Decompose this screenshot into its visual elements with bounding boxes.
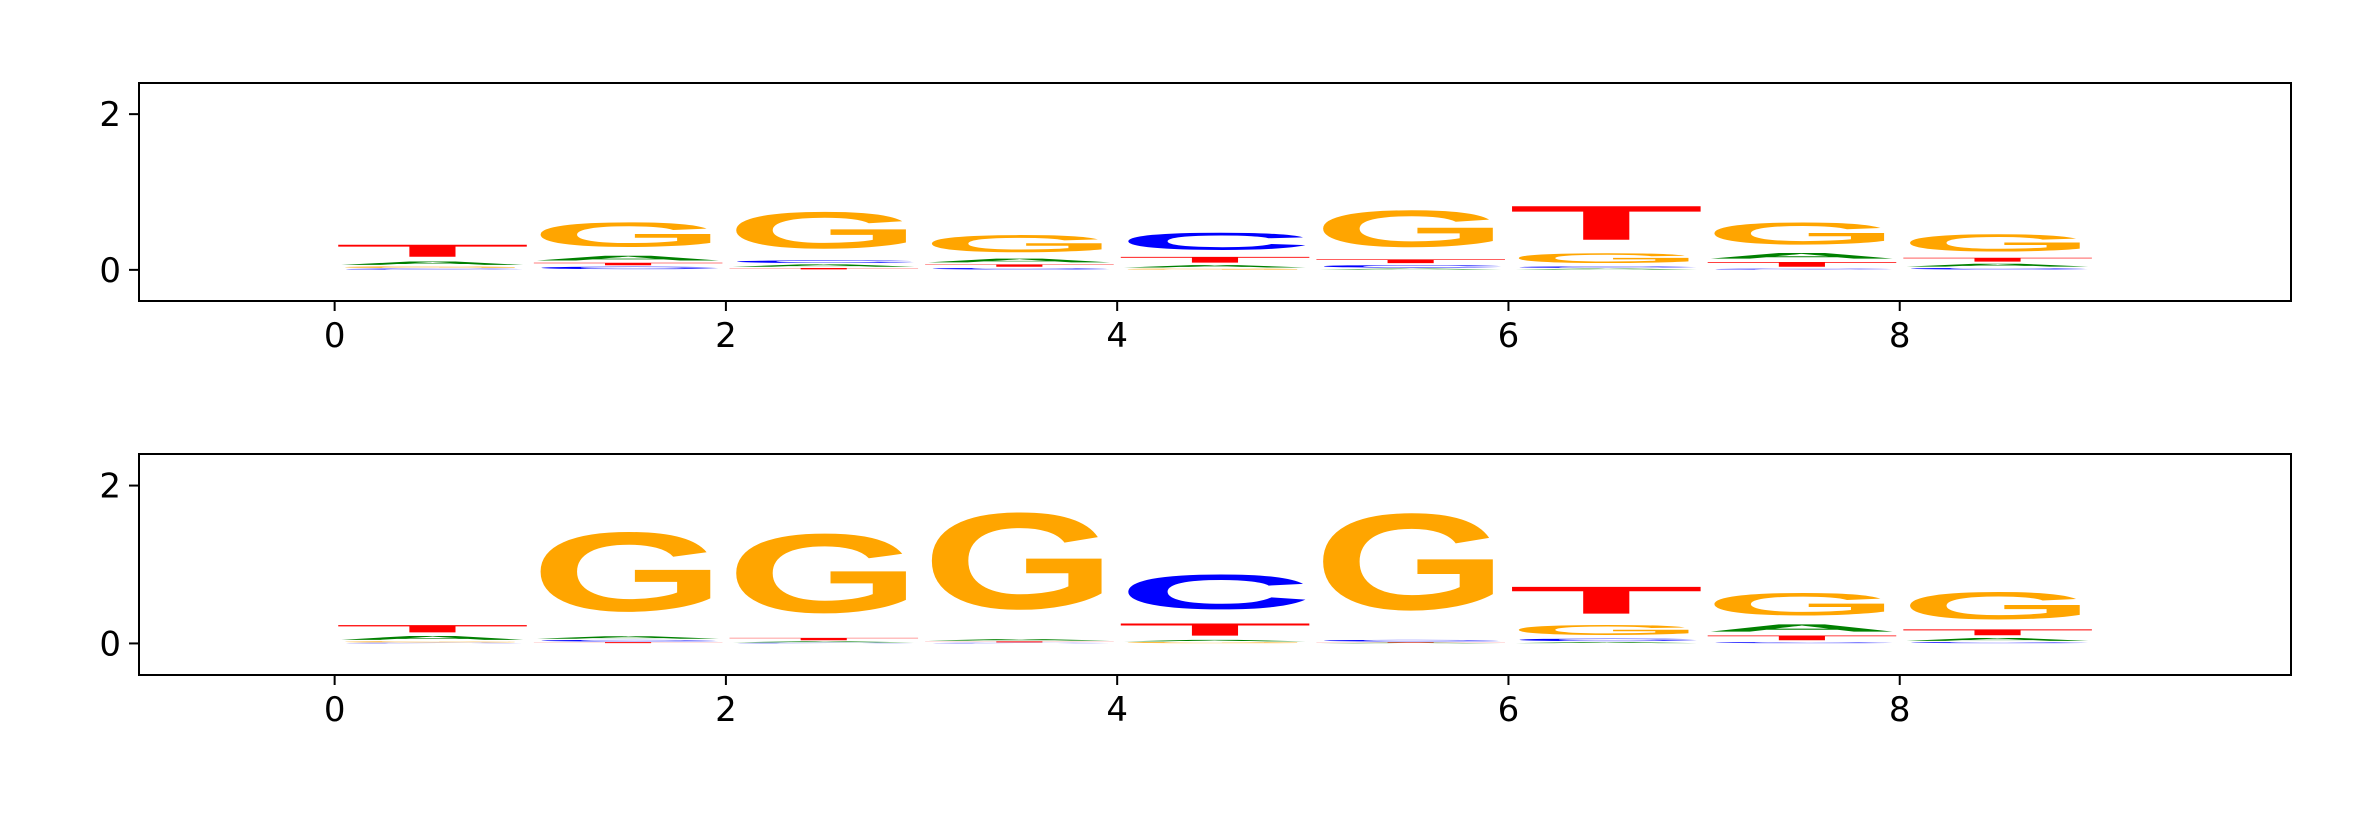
letter-glyph: C xyxy=(335,643,531,644)
letter-glyph: C xyxy=(726,643,922,644)
letter-glyph: A xyxy=(530,254,726,262)
x-tick-label: 2 xyxy=(715,690,737,730)
letter-glyph: C xyxy=(1704,642,1900,644)
x-tick-label: 8 xyxy=(1889,690,1911,730)
letter-glyph: A xyxy=(1704,622,1900,634)
letter-glyph: G xyxy=(726,511,922,637)
letter-glyph: T xyxy=(1117,620,1313,640)
letter-glyph: G xyxy=(1117,642,1313,644)
letter-glyph: C xyxy=(530,266,726,270)
letter-glyph: T xyxy=(335,241,531,260)
letter-glyph: G xyxy=(922,230,1118,257)
letter-glyph: C xyxy=(1508,266,1704,268)
letter-glyph: T xyxy=(1704,634,1900,642)
letter-glyph: T xyxy=(1313,642,1509,643)
letter-glyph: G xyxy=(1508,622,1704,638)
letter-glyph: G xyxy=(1313,200,1509,258)
letter-glyph: G xyxy=(335,641,531,643)
letter-glyph: G xyxy=(530,509,726,635)
letter-glyph: G xyxy=(726,201,922,259)
letter-glyph: C xyxy=(1704,268,1900,270)
letter-glyph: A xyxy=(1313,268,1509,270)
letter-glyph: A xyxy=(922,257,1118,263)
y-tick-label: 0 xyxy=(99,624,121,664)
y-tick-label: 2 xyxy=(99,467,121,507)
letter-glyph: A xyxy=(1508,268,1704,270)
letter-glyph: A xyxy=(922,639,1118,641)
letter-glyph: C xyxy=(1900,642,2096,644)
letter-glyph: T xyxy=(1900,628,2096,637)
letter-glyph: A xyxy=(335,635,531,641)
x-tick-label: 4 xyxy=(1106,690,1128,730)
panel: 0 2 4 6 802CGATCTAGTACGCTAGGATCACTGACGTCTAGC… xyxy=(99,82,2292,356)
letter-glyph: T xyxy=(726,637,922,641)
letter-glyph: C xyxy=(726,260,922,264)
letter-glyph: A xyxy=(1117,264,1313,268)
letter-glyph: A xyxy=(530,636,726,640)
letter-glyph: G xyxy=(1900,584,2096,627)
letter-glyph: T xyxy=(1704,260,1900,268)
axes-frame xyxy=(138,82,2292,302)
letter-glyph: C xyxy=(1313,639,1509,641)
letter-glyph: G xyxy=(1508,250,1704,266)
y-tick-label: 2 xyxy=(99,95,121,135)
axes-frame xyxy=(138,453,2292,676)
panel: 0 2 4 6 802CGATTCAGCATGCTAGGATCATCGACGTCTAGC… xyxy=(99,453,2292,730)
letter-glyph: A xyxy=(1900,263,2096,268)
y-tick-label: 0 xyxy=(99,251,121,291)
letter-glyph: G xyxy=(1117,268,1313,270)
letter-glyph: C xyxy=(1313,264,1509,268)
letter-glyph: T xyxy=(1900,257,2096,263)
letter-glyph: T xyxy=(335,623,531,635)
letter-glyph: T xyxy=(726,268,922,270)
letter-glyph: C xyxy=(1900,268,2096,270)
letter-glyph: T xyxy=(530,262,726,266)
letter-glyph: G xyxy=(335,266,531,268)
letter-glyph: T xyxy=(922,641,1118,643)
x-tick-label: 0 xyxy=(324,316,346,356)
letter-glyph: C xyxy=(335,268,531,270)
letter-glyph: G xyxy=(922,484,1118,637)
letter-glyph: A xyxy=(1508,642,1704,644)
x-tick-label: 6 xyxy=(1498,316,1520,356)
letter-glyph: C xyxy=(922,268,1118,270)
letter-glyph: C xyxy=(1117,565,1313,620)
letter-glyph: A xyxy=(726,641,922,643)
letter-glyph: C xyxy=(1117,228,1313,255)
x-tick-label: 6 xyxy=(1498,690,1520,730)
letter-glyph: A xyxy=(1704,251,1900,260)
letter-glyph: G xyxy=(1313,485,1509,638)
letter-glyph: A xyxy=(726,264,922,268)
letter-glyph: A xyxy=(1313,643,1509,644)
letter-glyph: A xyxy=(335,260,531,265)
x-tick-label: 0 xyxy=(324,690,346,730)
letter-glyph: T xyxy=(1508,579,1704,622)
letter-glyph: T xyxy=(1117,255,1313,264)
x-tick-label: 8 xyxy=(1889,316,1911,356)
letter-glyph: C xyxy=(922,643,1118,644)
letter-glyph: G xyxy=(1900,229,2096,256)
x-tick-label: 4 xyxy=(1106,316,1128,356)
x-tick-label: 2 xyxy=(715,316,737,356)
letter-glyph: A xyxy=(1117,639,1313,641)
letter-glyph: C xyxy=(1508,638,1704,642)
letter-glyph: G xyxy=(1704,216,1900,251)
letter-glyph: A xyxy=(1900,637,2096,642)
letter-glyph: C xyxy=(530,639,726,641)
letter-glyph: G xyxy=(530,215,726,254)
letter-glyph: T xyxy=(922,264,1118,268)
letter-glyph: T xyxy=(530,642,726,644)
letter-glyph: T xyxy=(1313,258,1509,264)
letter-glyph: T xyxy=(1508,196,1704,250)
letter-glyph: G xyxy=(1704,586,1900,621)
